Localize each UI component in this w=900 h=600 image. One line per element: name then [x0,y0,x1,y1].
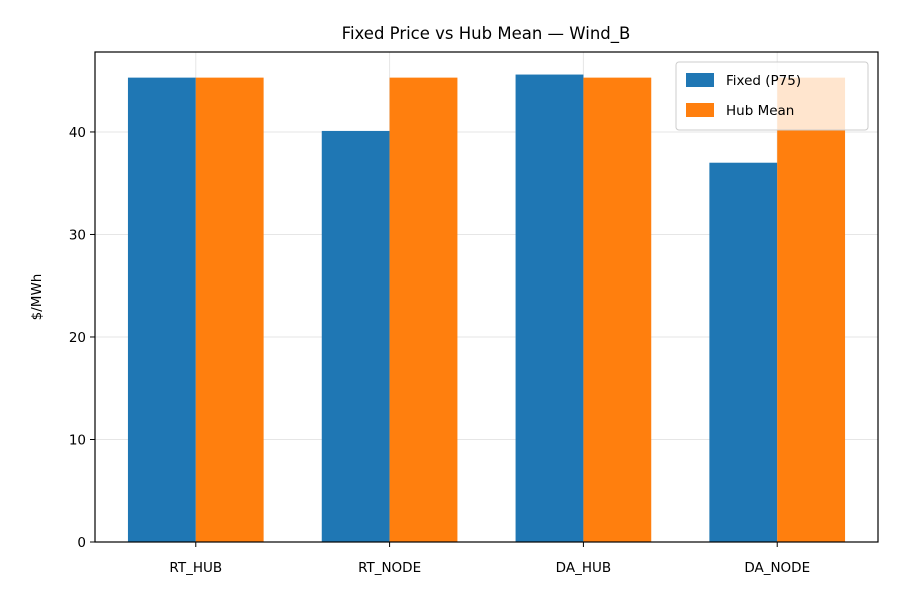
bar-fixed-p75-rt-hub [127,77,196,542]
x-tick-label: RT_HUB [169,560,222,576]
bars [127,74,846,543]
bar-fixed-p75-da-hub [515,74,584,542]
y-tick-label: 20 [69,330,86,346]
y-tick-label: 30 [69,227,86,243]
legend-box [675,61,869,131]
legend-label: Fixed (P75) [726,73,801,89]
x-tick-label: DA_HUB [556,560,611,576]
y-tick-label: 40 [69,125,86,141]
bar-fixed-p75-da-node [709,162,778,542]
legend-swatch-1 [686,103,714,117]
x-tick-label: DA_NODE [744,560,810,576]
x-tick-label: RT_NODE [358,560,421,576]
x-axis-ticks: RT_HUB RT_NODE DA_HUB DA_NODE [169,542,810,576]
legend-swatch-0 [686,73,714,87]
bar-hub-mean-rt-hub [195,77,264,542]
legend-label: Hub Mean [726,103,794,119]
plot-frame [94,51,879,543]
bar-hub-mean-rt-node [389,77,458,542]
y-axis-ticks: 0 10 20 30 40 [69,125,95,551]
y-axis-label: $/MWh [29,274,45,321]
y-tick-label: 0 [77,535,86,551]
bar-hub-mean-da-hub [583,77,652,542]
chart-title: Fixed Price vs Hub Mean — Wind_B [342,24,631,44]
legend: Fixed (P75) Hub Mean [675,61,869,131]
y-tick-label: 10 [69,432,86,448]
bar-fixed-p75-rt-node [321,130,390,543]
bar-hub-mean-da-node [777,77,846,542]
